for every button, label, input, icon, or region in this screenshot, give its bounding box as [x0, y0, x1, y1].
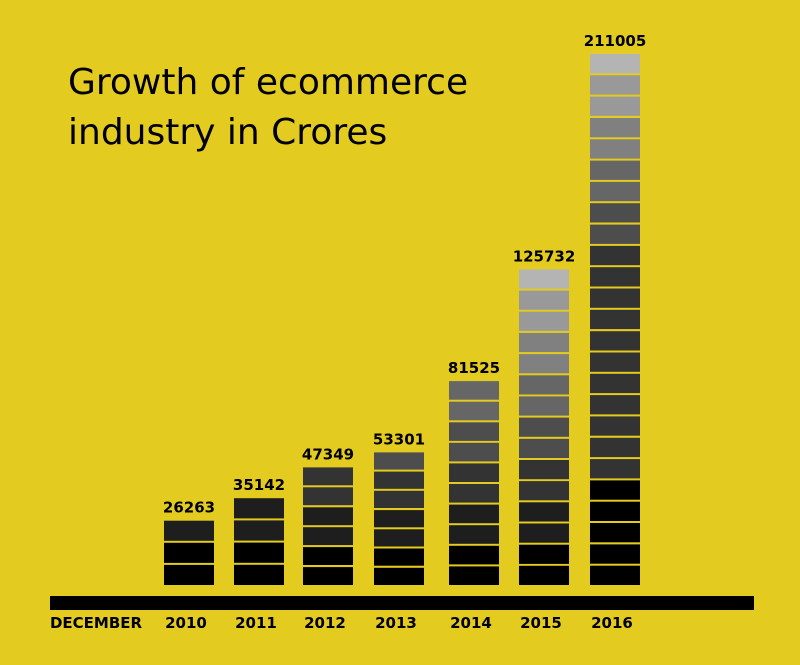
- bar-segment-2015: [519, 502, 569, 522]
- bar-segment-2014: [449, 525, 499, 544]
- bar-segment-2015: [519, 565, 569, 585]
- bar-segment-2014: [449, 484, 499, 503]
- bar-segment-2013: [374, 471, 424, 489]
- bar-segment-2016: [590, 459, 640, 479]
- bar-segment-2013: [374, 510, 424, 528]
- x-tick-label-2012: 2012: [304, 614, 346, 632]
- bar-segment-2010: [164, 542, 214, 563]
- x-tick-label-2014: 2014: [450, 614, 492, 632]
- bar-segment-2016: [590, 501, 640, 521]
- bar-segment-2016: [590, 203, 640, 223]
- bar-segment-2012: [303, 547, 353, 565]
- data-label-2016: 211005: [584, 32, 647, 50]
- bar-segment-2015: [519, 523, 569, 543]
- bar-segment-2016: [590, 288, 640, 308]
- bar-segment-2016: [590, 523, 640, 543]
- bar-segment-2013: [374, 490, 424, 508]
- x-tick-label-2013: 2013: [375, 614, 417, 632]
- bar-segment-2013: [374, 452, 424, 470]
- bar-segment-2016: [590, 565, 640, 585]
- bar-segment-2015: [519, 269, 569, 289]
- bar-segment-2013: [374, 529, 424, 547]
- bar-segment-2013: [374, 567, 424, 585]
- bar-segment-2014: [449, 381, 499, 400]
- bar-segment-2015: [519, 481, 569, 501]
- bar-segment-2015: [519, 438, 569, 458]
- x-tick-label-2016: 2016: [591, 614, 633, 632]
- bar-segment-2013: [374, 548, 424, 566]
- bar-segment-2012: [303, 507, 353, 526]
- bar-segment-2015: [519, 544, 569, 564]
- bar-segment-2014: [449, 422, 499, 441]
- bar-segment-2016: [590, 75, 640, 95]
- bar-segment-2016: [590, 139, 640, 159]
- bar-segment-2016: [590, 437, 640, 458]
- bar-segment-2014: [449, 504, 499, 524]
- bar-segment-2015: [519, 290, 569, 310]
- bar-segment-2012: [303, 467, 353, 486]
- bar-segment-2014: [449, 566, 499, 585]
- bar-segment-2016: [590, 54, 640, 74]
- x-axis-baseline: [50, 596, 754, 610]
- bar-segment-2015: [519, 460, 569, 480]
- x-axis-label: DECEMBER: [50, 614, 143, 632]
- bar-segment-2016: [590, 373, 640, 394]
- data-label-2013: 53301: [373, 430, 425, 448]
- bar-segment-2015: [519, 332, 569, 353]
- data-label-2014: 81525: [448, 359, 500, 377]
- bar-segment-2016: [590, 309, 640, 330]
- bar-segment-2016: [590, 544, 640, 564]
- bar-segment-2011: [234, 498, 284, 519]
- bar-segment-2016: [590, 224, 640, 244]
- bar-segment-2012: [303, 567, 353, 585]
- bar-segment-2016: [590, 245, 640, 266]
- bar-segment-2011: [234, 520, 284, 541]
- bar-segment-2015: [519, 375, 569, 395]
- bar-segment-2012: [303, 487, 353, 506]
- bar-segment-2015: [519, 417, 569, 437]
- bar-segment-2012: [303, 527, 353, 546]
- bar-segment-2016: [590, 181, 640, 202]
- bar-segment-2016: [590, 96, 640, 116]
- bar-segment-2016: [590, 331, 640, 351]
- data-label-2011: 35142: [233, 476, 285, 494]
- bar-segment-2014: [449, 463, 499, 482]
- bar-segment-2016: [590, 416, 640, 436]
- bar-segment-2011: [234, 564, 284, 585]
- bar-segment-2014: [449, 401, 499, 421]
- bar-segment-2014: [449, 442, 499, 462]
- x-tick-label-2015: 2015: [520, 614, 562, 632]
- bar-segment-2010: [164, 564, 214, 585]
- bar-segment-2010: [164, 520, 214, 541]
- bar-segment-2015: [519, 311, 569, 331]
- x-tick-label-2011: 2011: [235, 614, 277, 632]
- bar-segment-2011: [234, 542, 284, 563]
- bar-segment-2015: [519, 396, 569, 416]
- chart-title: Growth of ecommerce industry in Crores: [68, 62, 469, 153]
- bar-segment-2016: [590, 267, 640, 287]
- bar-segment-2016: [590, 118, 640, 138]
- data-label-2015: 125732: [513, 247, 576, 265]
- data-label-2012: 47349: [302, 445, 354, 463]
- x-tick-label-2010: 2010: [165, 614, 207, 632]
- data-label-2010: 26263: [163, 499, 215, 517]
- bar-segment-2016: [590, 395, 640, 415]
- bar-segment-2016: [590, 160, 640, 180]
- bar-segment-2015: [519, 354, 569, 374]
- bar-segment-2016: [590, 352, 640, 372]
- bar-segment-2014: [449, 545, 499, 565]
- bar-segment-2016: [590, 480, 640, 500]
